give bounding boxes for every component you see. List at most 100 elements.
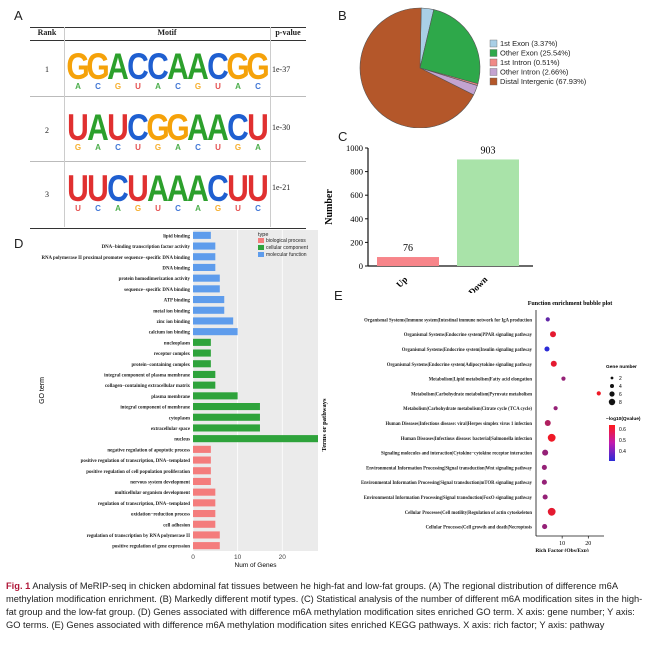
motif-letter: G xyxy=(86,46,109,88)
motif-letter: C xyxy=(207,46,229,88)
kegg-bubble-chart: Function enrichment bubble plot 10 20Rich … xyxy=(321,301,641,552)
go-term-label: RNA polymerase II proximal promoter sequ… xyxy=(41,256,190,261)
motif-letter: U xyxy=(227,168,249,210)
go-term-label: plasma membrane xyxy=(151,395,191,400)
figure-caption: Fig. 1 Analysis of MeRIP-seq in chicken … xyxy=(6,580,644,632)
go-term-label: receptor complex xyxy=(154,352,191,357)
chart-title: Function enrichment bubble plot xyxy=(528,301,613,307)
go-bar xyxy=(193,488,216,496)
legend-label: Distal Intergenic (67.93%) xyxy=(500,77,587,86)
pathway-label: Organismal Systems|Immune system|Intesti… xyxy=(364,318,532,323)
plot-background xyxy=(193,230,318,551)
go-bar xyxy=(193,499,216,507)
legend-label: Other Intron (2.66%) xyxy=(500,68,569,77)
bubble-point xyxy=(550,331,556,338)
legend-swatch xyxy=(489,49,498,57)
motif-letter-minor: G xyxy=(195,82,201,91)
motif-letter-minor: C xyxy=(95,204,101,213)
go-term-label: calcium ion binding xyxy=(149,331,191,336)
bubble-point xyxy=(553,406,558,411)
table-header-pvalue: p-value xyxy=(275,28,301,37)
motif-letter: C xyxy=(147,46,169,88)
table-pvalue-2: 1e-30 xyxy=(272,123,291,132)
go-term-label: nucleus xyxy=(174,438,190,443)
motif-letter-minor: C xyxy=(175,82,181,91)
motif-letter: A xyxy=(167,168,189,210)
motif-logo-1: GA GC AG CU CA AC AG CU GA GC xyxy=(66,46,269,91)
x-tick-label: 20 xyxy=(279,554,287,561)
pathway-label: Environmental Information Processing|Sig… xyxy=(366,466,533,471)
go-bar xyxy=(193,253,216,261)
go-bar xyxy=(193,467,211,475)
legend-swatch xyxy=(489,77,498,86)
pie-chart: 1st Exon (3.37%)Other Exon (25.54%)1st I… xyxy=(359,7,587,128)
motif-letter-minor: G xyxy=(75,143,81,152)
go-bar xyxy=(193,477,211,485)
pathway-label: Organismal Systems|Endocrine system|PPAR… xyxy=(404,333,533,338)
table-rank-2: 2 xyxy=(45,126,49,135)
go-bar xyxy=(193,445,211,453)
motif-letter: A xyxy=(187,107,209,149)
go-bar xyxy=(193,413,260,421)
go-bar xyxy=(193,306,225,314)
figure-label: Fig. 1 xyxy=(6,581,31,591)
color-legend-label: 0.5 xyxy=(619,438,626,444)
motif-letter-minor: A xyxy=(155,82,161,91)
go-bar xyxy=(193,510,216,518)
size-legend-label: 6 xyxy=(619,392,622,398)
go-term-label: metal ion binding xyxy=(153,309,190,314)
motif-letter-minor: A xyxy=(175,143,181,152)
go-term-label: positive regulation of cell population p… xyxy=(86,470,190,475)
motif-table: Rank Motif p-value 1 2 3 1e-37 1e-30 1e-… xyxy=(30,27,306,229)
motif-letter: C xyxy=(107,168,129,210)
caption-text: Analysis of MeRIP-seq in chicken abdomin… xyxy=(6,581,643,630)
legend-label: Other Exon (25.54%) xyxy=(500,49,571,58)
motif-letter: C xyxy=(127,46,149,88)
pathway-label: Cellular Processes|Cell growth and death… xyxy=(426,526,533,531)
legend-label: molecular function xyxy=(266,252,307,258)
motif-logo-2: UG AA UC CU GG GA AC AU CG UA xyxy=(67,107,269,152)
motif-letter: A xyxy=(187,168,209,210)
panel-label-b: B xyxy=(338,8,347,23)
go-term-label: collagen−containing extracellular matrix xyxy=(105,384,191,389)
motif-letter-minor: A xyxy=(95,143,101,152)
pathway-label: Human Diseases|Infectious disease: bacte… xyxy=(401,437,533,442)
go-bar xyxy=(193,435,318,443)
pie-slice xyxy=(419,9,481,85)
x-axis-label: Rich Factor (Obs/Exp) xyxy=(535,547,589,552)
motif-letter: U xyxy=(247,107,269,149)
go-term-label: nervous system development xyxy=(130,480,190,485)
go-term-label: ATP binding xyxy=(164,299,191,304)
y-tick-label: 1000 xyxy=(346,143,363,153)
go-term-label: positive regulation of transcription, DN… xyxy=(81,459,191,464)
size-legend-dot xyxy=(608,398,616,406)
pathway-label: Cellular Processes|Cell motility|Regulat… xyxy=(405,511,533,516)
bubble-point xyxy=(541,464,547,470)
size-legend-label: 4 xyxy=(619,384,622,390)
y-axis-label: Number xyxy=(324,189,335,225)
bubble-point xyxy=(541,479,547,485)
go-term-label: integral component of membrane xyxy=(120,406,191,411)
legend-swatch xyxy=(258,238,264,243)
pathway-label: Human Diseases|Infectious disease: viral… xyxy=(386,422,533,427)
x-tick-label: 10 xyxy=(559,541,565,547)
go-term-label: cytoplasm xyxy=(169,416,190,421)
legend-label: 1st Intron (0.51%) xyxy=(500,58,560,67)
motif-letter-minor: C xyxy=(195,143,201,152)
go-bar xyxy=(193,285,220,293)
table-pvalue-3: 1e-21 xyxy=(272,183,291,192)
go-bar xyxy=(193,296,225,304)
go-bar xyxy=(193,531,220,539)
motif-letter-minor: C xyxy=(255,82,261,91)
table-rank-3: 3 xyxy=(45,190,49,199)
legend-swatch xyxy=(258,245,264,250)
go-term-label: cell adhesion xyxy=(163,523,190,528)
motif-letter: U xyxy=(247,168,269,210)
motif-letter: A xyxy=(167,46,189,88)
go-term-label: multicellular organism development xyxy=(115,491,191,496)
go-term-label: oxidation−reduction process xyxy=(131,513,190,518)
motif-letter-minor: U xyxy=(155,204,161,213)
motif-letter-minor: U xyxy=(135,82,141,91)
bubble-point xyxy=(545,317,550,322)
pathway-label: Metabolism|Lipid metabolism|Fatty acid e… xyxy=(429,378,533,383)
